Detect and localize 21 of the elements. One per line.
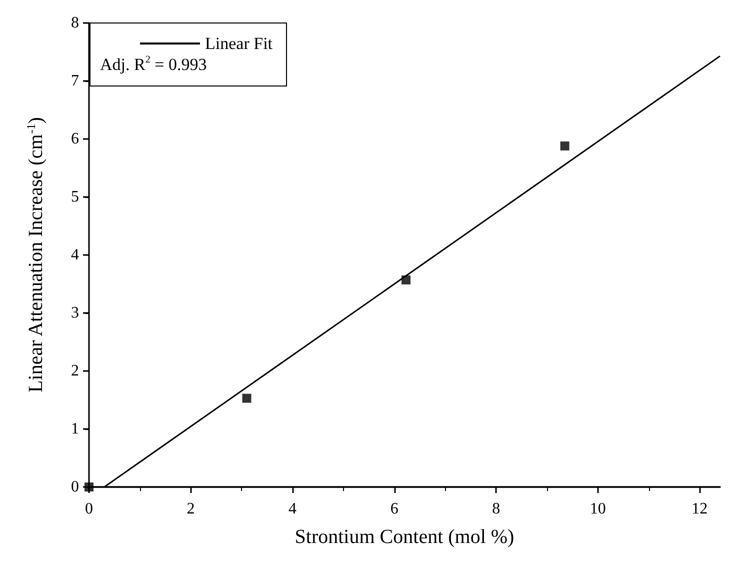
x-tick-label: 0: [85, 500, 93, 518]
x-tick-label: 10: [590, 500, 606, 518]
x-tick-label: 12: [692, 500, 708, 518]
y-tick-label: 3: [71, 304, 79, 322]
y-tick-label: 0: [71, 478, 79, 496]
y-tick-label: 7: [71, 72, 79, 90]
x-tick-label: 8: [492, 500, 500, 518]
y-tick-label: 4: [71, 246, 79, 264]
y-axis-title: Linear Attenuation Increase (cm-1): [24, 117, 47, 392]
point: [560, 141, 570, 150]
x-tick-label: 4: [288, 500, 297, 518]
x-axis-title: Strontium Content (mol %): [294, 526, 514, 548]
y-tick-label: 6: [71, 130, 79, 148]
y-tick-label: 2: [71, 362, 79, 380]
y-tick-label: 1: [71, 420, 79, 438]
y-tick-label: 8: [71, 14, 79, 32]
x-tick-label: 2: [186, 500, 195, 518]
x-tick-label: 6: [390, 500, 398, 518]
y-tick-label: 5: [71, 188, 79, 206]
legend-label: Linear Fit: [205, 34, 273, 53]
point: [242, 394, 252, 403]
